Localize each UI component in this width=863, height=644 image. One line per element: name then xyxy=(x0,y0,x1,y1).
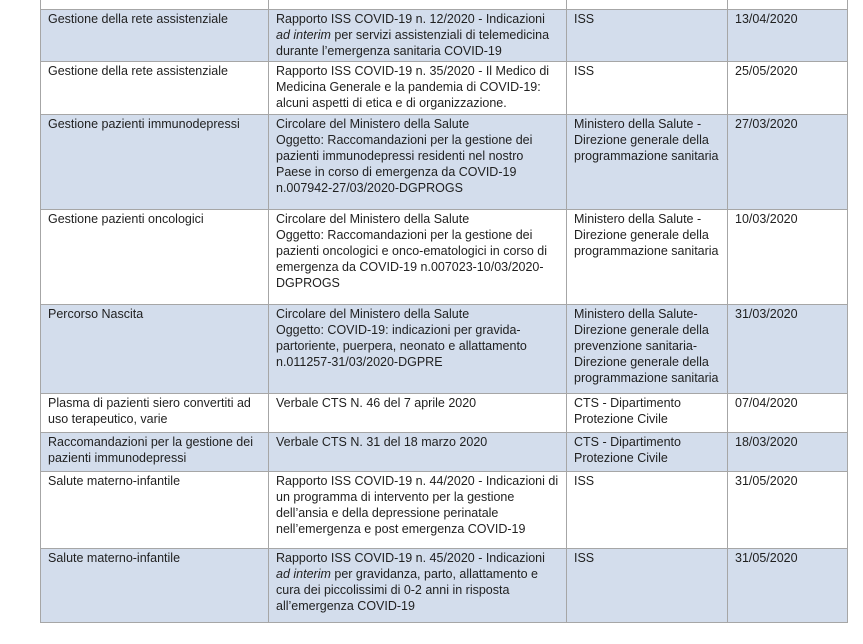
clipped-cell xyxy=(566,0,728,10)
clipped-cell xyxy=(268,0,567,10)
source-cell: Ministero della Salute- Direzione genera… xyxy=(566,304,728,394)
topic-cell: Gestione pazienti immunodepressi xyxy=(40,114,269,210)
source-cell: Ministero della Salute - Direzione gener… xyxy=(566,114,728,210)
document-cell: Verbale CTS N. 31 del 18 marzo 2020 xyxy=(268,432,567,472)
source-cell: ISS xyxy=(566,471,728,549)
date-cell: 13/04/2020 xyxy=(727,9,848,62)
date-cell: 27/03/2020 xyxy=(727,114,848,210)
table-row: Gestione della rete assistenziale Rapport… xyxy=(40,9,848,62)
table-row: Salute materno-infantile Rapporto ISS COV… xyxy=(40,548,848,623)
clipped-cell xyxy=(40,0,269,10)
topic-cell: Salute materno-infantile xyxy=(40,471,269,549)
topic-cell: Gestione pazienti oncologici xyxy=(40,209,269,305)
topic-cell: Plasma di pazienti siero convertiti ad u… xyxy=(40,393,269,433)
table-row: Plasma di pazienti siero convertiti ad u… xyxy=(40,393,848,433)
table-row: Raccomandazioni per la gestione dei pazi… xyxy=(40,432,848,472)
topic-cell: Gestione della rete assistenziale xyxy=(40,9,269,62)
document-cell: Verbale CTS N. 46 del 7 aprile 2020 xyxy=(268,393,567,433)
source-cell: ISS xyxy=(566,9,728,62)
source-cell: ISS xyxy=(566,548,728,623)
source-cell: CTS - Dipartimento Protezione Civile xyxy=(566,393,728,433)
topic-cell: Gestione della rete assistenziale xyxy=(40,61,269,115)
source-cell: ISS xyxy=(566,61,728,115)
document-cell: Rapporto ISS COVID-19 n. 35/2020 - Il Me… xyxy=(268,61,567,115)
document-cell: Rapporto ISS COVID-19 n. 44/2020 - Indic… xyxy=(268,471,567,549)
topic-cell: Salute materno-infantile xyxy=(40,548,269,623)
date-cell: 07/04/2020 xyxy=(727,393,848,433)
covid-documents-table-body: Gestione della rete assistenziale Rapport… xyxy=(40,0,848,623)
document-cell: Rapporto ISS COVID-19 n. 12/2020 - Indic… xyxy=(268,9,567,62)
topic-cell: Percorso Nascita xyxy=(40,304,269,394)
document-cell: Circolare del Ministero della Salute Ogge… xyxy=(268,209,567,305)
document-cell: Rapporto ISS COVID-19 n. 45/2020 - Indic… xyxy=(268,548,567,623)
covid-documents-table: Gestione della rete assistenziale Rapport… xyxy=(40,0,848,623)
date-cell: 31/03/2020 xyxy=(727,304,848,394)
source-cell: Ministero della Salute - Direzione gener… xyxy=(566,209,728,305)
table-row: Salute materno-infantile Rapporto ISS COV… xyxy=(40,471,848,549)
date-cell: 31/05/2020 xyxy=(727,548,848,623)
date-cell: 18/03/2020 xyxy=(727,432,848,472)
table-row: Percorso Nascita Circolare del Ministero … xyxy=(40,304,848,394)
date-cell: 31/05/2020 xyxy=(727,471,848,549)
date-cell: 10/03/2020 xyxy=(727,209,848,305)
clipped-row xyxy=(40,0,848,10)
clipped-cell xyxy=(727,0,848,10)
document-cell: Circolare del Ministero della Salute Ogge… xyxy=(268,114,567,210)
table-row: Gestione della rete assistenziale Rapport… xyxy=(40,61,848,115)
table-row: Gestione pazienti oncologici Circolare de… xyxy=(40,209,848,305)
date-cell: 25/05/2020 xyxy=(727,61,848,115)
table-row: Gestione pazienti immunodepressi Circolar… xyxy=(40,114,848,210)
source-cell: CTS - Dipartimento Protezione Civile xyxy=(566,432,728,472)
document-cell: Circolare del Ministero della Salute Ogge… xyxy=(268,304,567,394)
topic-cell: Raccomandazioni per la gestione dei pazi… xyxy=(40,432,269,472)
